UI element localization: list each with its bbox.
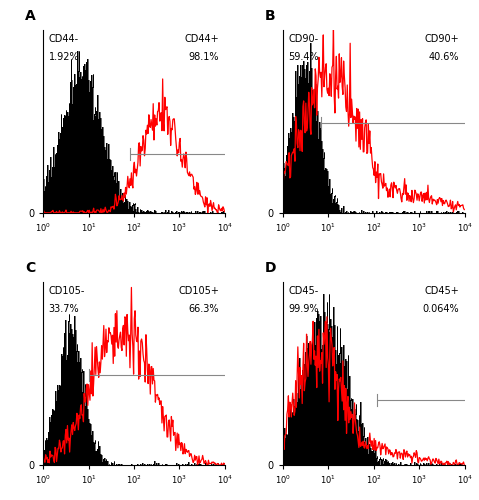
- Text: 0.064%: 0.064%: [422, 304, 459, 314]
- Text: C: C: [25, 261, 35, 275]
- Text: 98.1%: 98.1%: [189, 52, 219, 62]
- Text: CD45-: CD45-: [288, 286, 319, 296]
- Text: CD44+: CD44+: [185, 34, 219, 43]
- Text: B: B: [265, 8, 275, 22]
- Text: 59.4%: 59.4%: [288, 52, 319, 62]
- Text: CD44-: CD44-: [48, 34, 79, 43]
- Text: CD105+: CD105+: [179, 286, 219, 296]
- Text: D: D: [265, 261, 276, 275]
- Text: CD105-: CD105-: [48, 286, 85, 296]
- Text: CD45+: CD45+: [424, 286, 459, 296]
- Text: 40.6%: 40.6%: [429, 52, 459, 62]
- Text: A: A: [25, 8, 36, 22]
- Text: 66.3%: 66.3%: [189, 304, 219, 314]
- Text: CD90+: CD90+: [424, 34, 459, 43]
- Text: 99.9%: 99.9%: [288, 304, 319, 314]
- Text: 33.7%: 33.7%: [48, 304, 79, 314]
- Text: CD90-: CD90-: [288, 34, 319, 43]
- Text: 1.92%: 1.92%: [48, 52, 79, 62]
